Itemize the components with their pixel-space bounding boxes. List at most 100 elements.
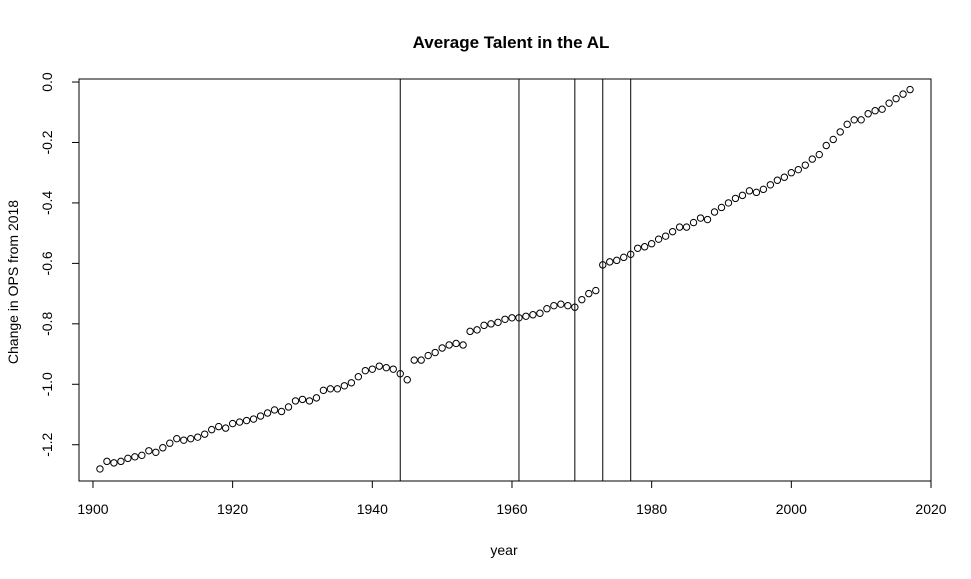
data-point xyxy=(459,341,467,349)
data-point xyxy=(166,439,174,447)
data-point xyxy=(899,90,907,98)
data-point xyxy=(445,341,453,349)
data-point xyxy=(298,395,307,404)
y-tick-label: -0.8 xyxy=(39,312,55,336)
data-point xyxy=(117,457,125,466)
data-point xyxy=(564,301,572,310)
data-point xyxy=(578,295,586,304)
data-point xyxy=(661,232,670,240)
data-point xyxy=(794,165,803,174)
y-tick-label: 0.0 xyxy=(39,72,55,92)
data-point xyxy=(487,320,495,328)
data-points xyxy=(96,85,914,473)
data-point xyxy=(654,235,663,243)
data-point xyxy=(766,181,775,189)
data-point xyxy=(543,305,551,313)
data-point xyxy=(850,116,858,124)
x-tick-label: 1960 xyxy=(496,501,527,517)
data-point xyxy=(871,107,879,115)
data-point xyxy=(696,214,705,222)
data-point xyxy=(249,415,258,423)
x-tick-label: 1980 xyxy=(636,501,667,517)
data-point xyxy=(466,327,474,336)
data-point xyxy=(403,376,411,384)
data-point xyxy=(843,120,851,129)
data-point xyxy=(536,309,544,317)
data-point xyxy=(906,85,914,94)
data-point xyxy=(438,344,446,352)
data-point xyxy=(396,369,404,378)
data-point xyxy=(620,253,628,262)
data-point xyxy=(96,465,104,473)
data-point xyxy=(717,203,726,212)
data-point xyxy=(284,403,293,411)
data-point xyxy=(187,434,195,443)
data-point xyxy=(319,386,328,395)
data-point xyxy=(745,187,754,195)
data-point xyxy=(110,459,118,467)
data-point xyxy=(529,311,537,319)
data-point xyxy=(256,412,265,420)
data-point xyxy=(571,303,579,311)
data-point xyxy=(633,244,642,252)
x-tick-label: 1900 xyxy=(77,501,108,517)
data-point xyxy=(242,416,251,425)
data-point xyxy=(703,215,712,224)
data-point xyxy=(207,425,216,434)
data-point xyxy=(138,451,146,460)
data-point xyxy=(759,185,768,194)
data-point xyxy=(375,362,383,370)
x-tick-label: 1940 xyxy=(357,501,388,517)
data-point xyxy=(864,110,872,118)
data-point xyxy=(103,457,111,466)
data-point xyxy=(808,155,816,163)
data-point xyxy=(822,141,830,150)
data-point xyxy=(550,301,558,310)
data-point xyxy=(382,363,390,372)
y-tick-label: -0.6 xyxy=(39,251,55,275)
data-point xyxy=(270,406,279,414)
data-point xyxy=(787,168,796,177)
data-point xyxy=(235,418,244,426)
data-point xyxy=(801,161,809,169)
data-point xyxy=(682,223,691,231)
data-point xyxy=(312,394,321,402)
data-point xyxy=(640,243,649,251)
y-tick-label: -0.4 xyxy=(39,191,55,215)
data-point xyxy=(780,173,789,181)
y-tick-label: -0.2 xyxy=(39,130,55,154)
x-tick-label: 2000 xyxy=(776,501,807,517)
data-point xyxy=(585,289,593,298)
data-point xyxy=(417,356,425,364)
chart-title: Average Talent in the AL xyxy=(413,33,610,52)
data-point xyxy=(214,422,223,431)
data-point xyxy=(263,409,272,417)
data-point xyxy=(606,258,614,266)
data-point xyxy=(431,348,439,357)
data-point xyxy=(424,351,432,360)
data-point xyxy=(836,128,844,136)
vertical-reference-lines xyxy=(399,79,632,481)
data-point xyxy=(410,356,418,364)
data-point xyxy=(494,318,502,327)
data-point xyxy=(124,454,132,463)
data-point xyxy=(194,433,202,441)
data-point xyxy=(221,424,230,432)
data-point xyxy=(857,116,865,124)
data-point xyxy=(675,223,684,231)
data-point xyxy=(773,176,782,184)
data-point xyxy=(829,135,837,144)
data-point xyxy=(738,191,747,200)
data-point xyxy=(508,314,516,322)
data-point xyxy=(731,194,740,203)
data-point xyxy=(627,250,635,259)
plot-area-border xyxy=(78,78,932,482)
data-point xyxy=(333,385,342,393)
data-point xyxy=(277,407,286,416)
y-axis-label: Change in OPS from 2018 xyxy=(5,200,21,364)
data-point xyxy=(340,382,349,390)
x-axis: 1900 1920 1940 1960 1980 2000 2020 xyxy=(77,480,947,517)
data-point xyxy=(131,453,139,461)
data-point xyxy=(647,240,656,248)
data-point xyxy=(180,436,188,444)
